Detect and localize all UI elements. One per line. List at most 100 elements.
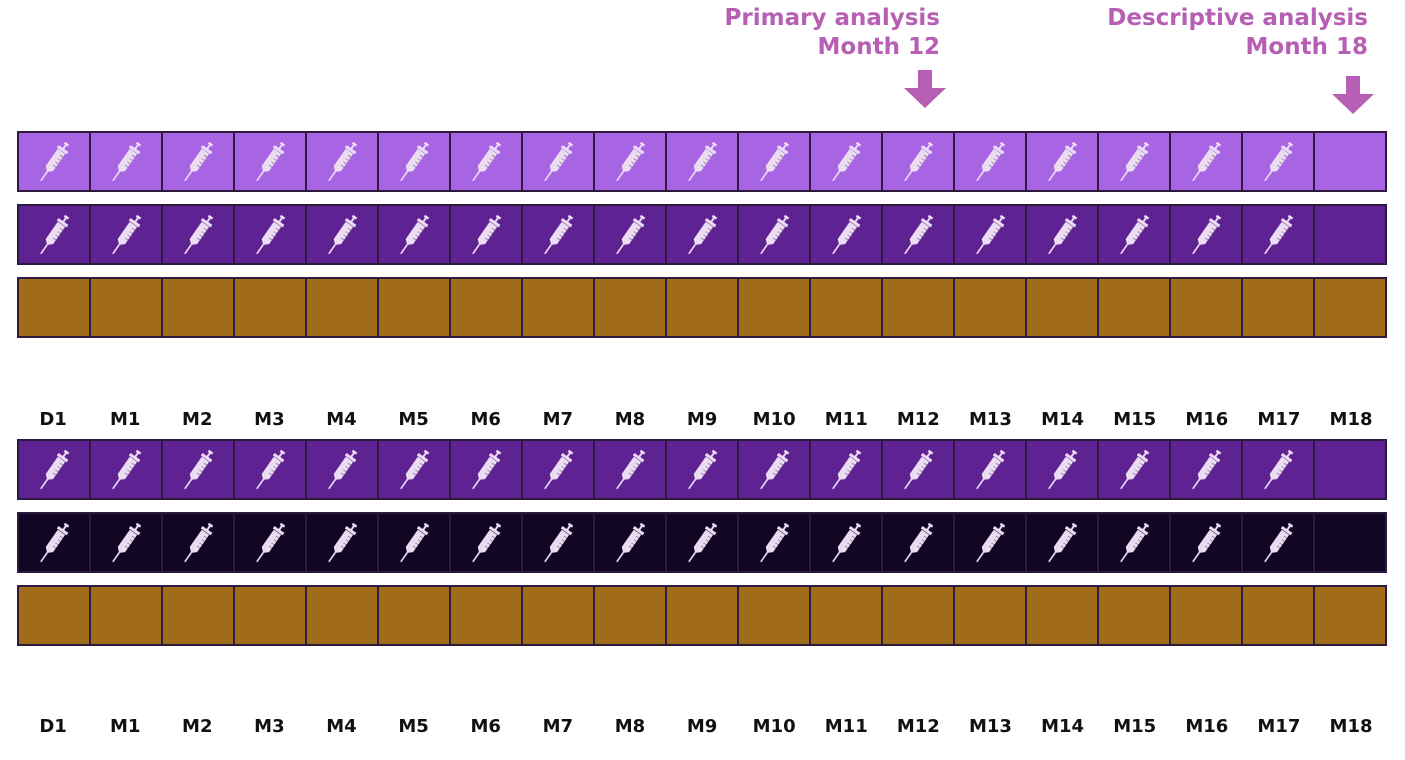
schedule-cell (953, 204, 1027, 265)
schedule-cell (377, 131, 451, 192)
timepoint-label: M5 (398, 409, 429, 430)
timepoint-label: M6 (470, 409, 501, 430)
schedule-cell (593, 131, 667, 192)
syringe-icon (904, 141, 934, 181)
timepoint-axis: D1 M1 M2 M3 M4 M5 M6 M7 M8 M9 M10 M11 M12 M13 M14 M15 M1… (17, 716, 1387, 742)
syringe-icon (1264, 141, 1294, 181)
schedule-cell (377, 439, 451, 500)
schedule-cell (89, 131, 163, 192)
schedule-cell (1241, 585, 1315, 646)
syringe-icon (904, 449, 934, 489)
timepoint-label: M13 (968, 409, 1012, 430)
schedule-cell (305, 204, 379, 265)
timepoint-label: M5 (398, 716, 429, 737)
schedule-cell (161, 204, 235, 265)
schedule-cell (953, 439, 1027, 500)
callout-descriptive-month: Month 18 (1245, 34, 1368, 60)
syringe-icon (976, 449, 1006, 489)
schedule-cell (1313, 439, 1387, 500)
schedule-cell (1169, 277, 1243, 338)
schedule-row (17, 131, 1387, 192)
schedule-cell (809, 204, 883, 265)
syringe-icon (688, 449, 718, 489)
timepoint-label: M15 (1113, 716, 1157, 737)
schedule-cell (449, 439, 523, 500)
down-arrow-icon (904, 70, 946, 108)
schedule-cell (665, 277, 739, 338)
schedule-cell (737, 585, 811, 646)
syringe-icon (112, 449, 142, 489)
schedule-cell (161, 585, 235, 646)
schedule-cell (161, 439, 235, 500)
timepoint-label: M8 (614, 716, 646, 737)
syringe-icon (832, 522, 862, 562)
schedule-cell (233, 439, 307, 500)
syringe-icon (1120, 449, 1150, 489)
syringe-icon (616, 141, 646, 181)
timepoint-label: M17 (1257, 409, 1301, 430)
schedule-cell (665, 439, 739, 500)
schedule-cell (1169, 131, 1243, 192)
syringe-icon (904, 214, 934, 254)
schedule-cell (161, 512, 235, 573)
schedule-cell (17, 204, 91, 265)
schedule-cell (305, 277, 379, 338)
syringe-icon (832, 214, 862, 254)
callout-descriptive-analysis: Descriptive analysis Month 18 (1000, 4, 1368, 62)
schedule-cell (521, 277, 595, 338)
syringe-icon (976, 522, 1006, 562)
timepoint-label: M4 (326, 409, 357, 430)
timepoint-label: D1 (39, 716, 67, 737)
syringe-icon (1048, 141, 1078, 181)
syringe-icon (400, 141, 430, 181)
syringe-icon (472, 141, 502, 181)
syringe-icon (112, 214, 142, 254)
schedule-cell (17, 439, 91, 500)
schedule-cell (17, 131, 91, 192)
syringe-icon (328, 522, 358, 562)
syringe-icon (472, 214, 502, 254)
syringe-icon (112, 522, 142, 562)
timepoint-label: M18 (1329, 409, 1373, 430)
schedule-cell (809, 277, 883, 338)
schedule-cell (809, 131, 883, 192)
schedule-cell (1241, 204, 1315, 265)
timepoint-label: M2 (182, 716, 213, 737)
schedule-cell (377, 512, 451, 573)
syringe-icon (256, 214, 286, 254)
syringe-icon (832, 449, 862, 489)
syringe-icon (688, 141, 718, 181)
schedule-cell (881, 277, 955, 338)
syringe-icon (544, 449, 574, 489)
schedule-cell (953, 585, 1027, 646)
timepoint-label: M1 (109, 409, 141, 430)
timepoint-label: M18 (1329, 716, 1373, 737)
schedule-cell (1097, 512, 1171, 573)
schedule-cell (737, 131, 811, 192)
timepoint-label: M14 (1041, 716, 1085, 737)
timepoint-label: M2 (182, 409, 213, 430)
timepoint-label: M16 (1185, 716, 1229, 737)
syringe-icon (1192, 449, 1222, 489)
schedule-row (17, 512, 1387, 573)
schedule-cell (881, 204, 955, 265)
timepoint-label: M11 (824, 716, 868, 737)
schedule-cell (1025, 585, 1099, 646)
syringe-icon (616, 449, 646, 489)
timepoint-label: M1 (109, 716, 141, 737)
schedule-row (17, 277, 1387, 338)
timepoint-label: M6 (470, 716, 501, 737)
schedule-cell (593, 204, 667, 265)
callout-descriptive-title: Descriptive analysis (1107, 5, 1368, 31)
schedule-cell (953, 512, 1027, 573)
timepoint-label: M17 (1257, 716, 1301, 737)
schedule-cell (809, 512, 883, 573)
schedule-cell (737, 439, 811, 500)
timepoint-label: M9 (686, 409, 718, 430)
schedule-cell (305, 512, 379, 573)
schedule-cell (593, 512, 667, 573)
schedule-cell (161, 277, 235, 338)
timepoint-label: M9 (686, 716, 718, 737)
timepoint-label: M7 (542, 716, 574, 737)
schedule-row (17, 204, 1387, 265)
